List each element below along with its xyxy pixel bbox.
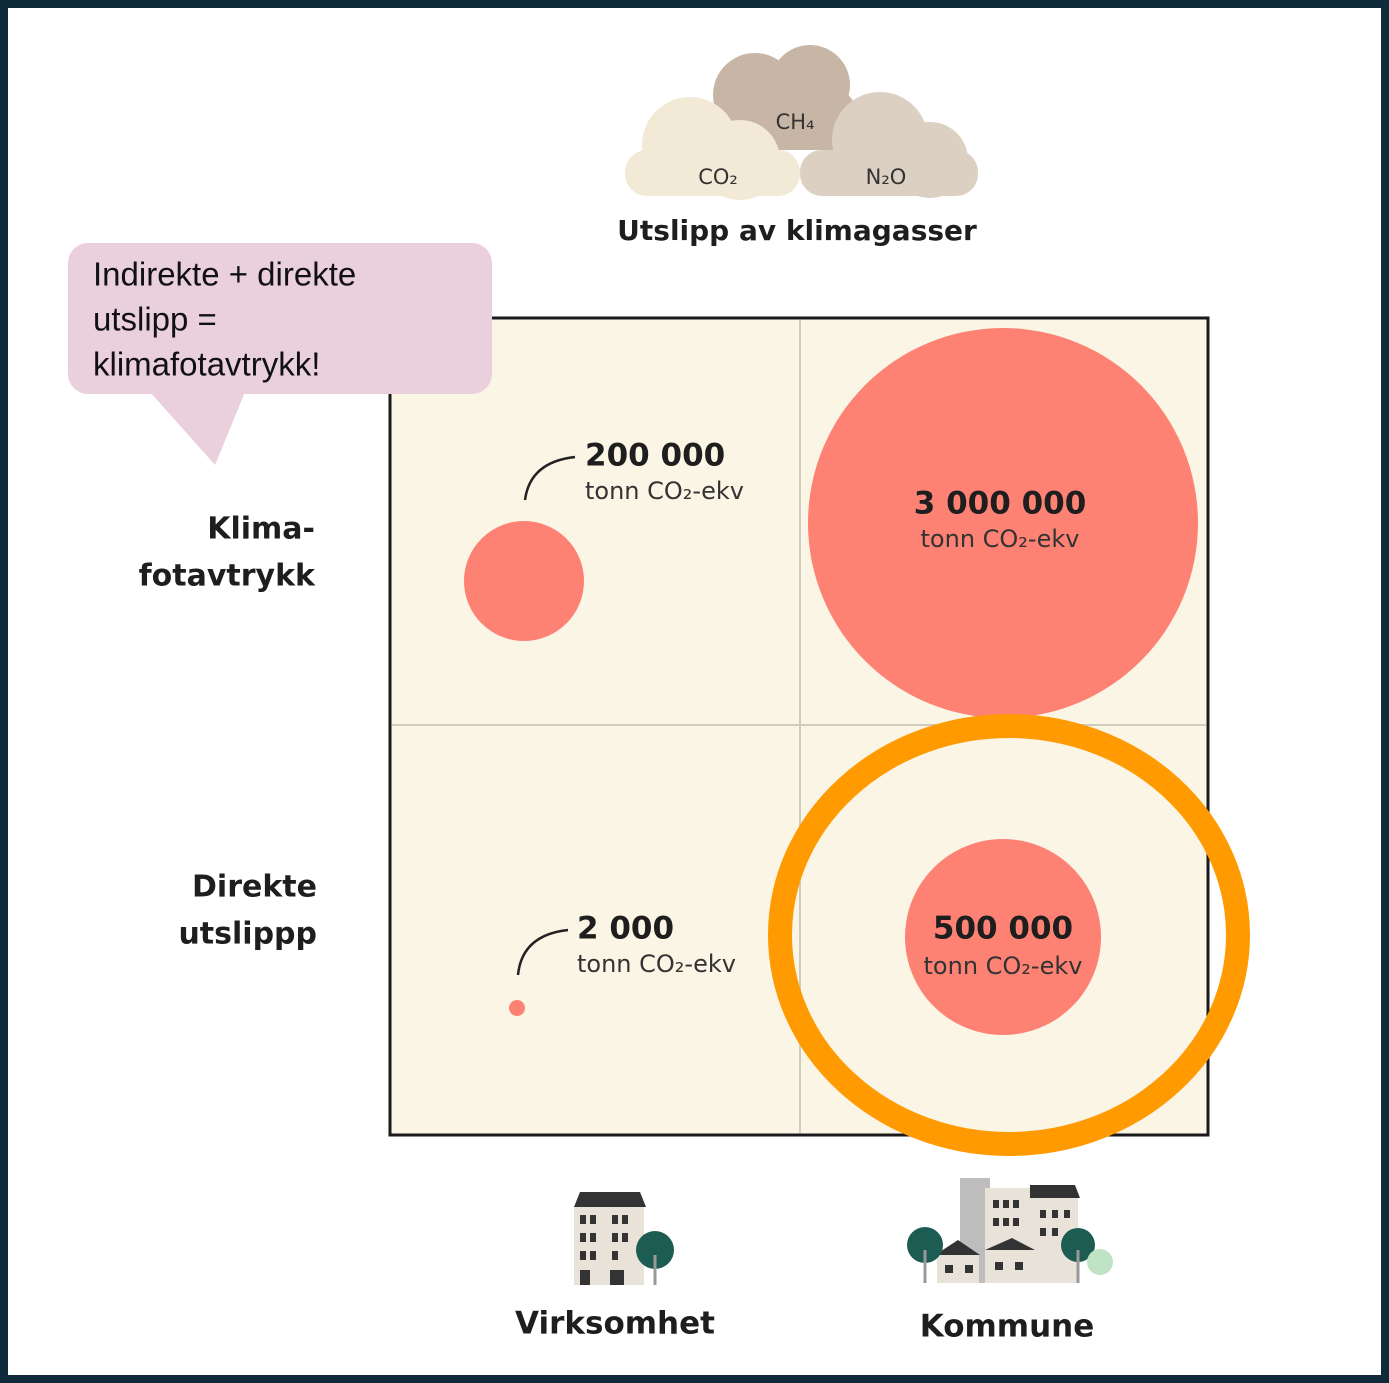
callout-text: Indirekte + direkte — [93, 256, 356, 293]
highlight-ring — [768, 714, 1250, 1156]
row-label: fotavtrykk — [139, 559, 316, 594]
leader — [523, 455, 576, 501]
clouds — [625, 45, 978, 200]
cell-value: 500 000 — [933, 911, 1073, 947]
gas-label: N₂O — [866, 165, 907, 189]
bubble — [464, 521, 584, 641]
cell-unit: tonn CO₂-ekv — [585, 477, 744, 505]
cell-value: 200 000 — [585, 438, 725, 474]
gas-label: CO₂ — [698, 165, 738, 189]
bubble — [509, 1000, 525, 1016]
bubble — [905, 839, 1101, 1035]
row-label: Direkte — [192, 870, 317, 905]
leader — [516, 928, 569, 976]
callout-text: utslipp = — [93, 301, 217, 338]
column-label: Kommune — [920, 1309, 1095, 1345]
cell-unit: tonn CO₂-ekv — [924, 952, 1083, 980]
row-label: utslippp — [178, 917, 317, 952]
bubble — [808, 328, 1198, 718]
cell-unit: tonn CO₂-ekv — [577, 950, 736, 978]
cell-value: 3 000 000 — [914, 486, 1087, 522]
cell-value: 2 000 — [577, 911, 674, 947]
callout-text: klimafotavtrykk! — [93, 346, 320, 383]
cell-unit: tonn CO₂-ekv — [921, 525, 1080, 553]
column-label: Virksomhet — [515, 1306, 715, 1342]
gas-label: CH₄ — [776, 110, 815, 134]
title: Utslipp av klimagasser — [617, 214, 977, 247]
icon-municipality — [907, 1178, 1113, 1283]
row-label: Klima- — [207, 512, 315, 547]
callout — [68, 243, 492, 465]
icon-company — [574, 1192, 674, 1285]
